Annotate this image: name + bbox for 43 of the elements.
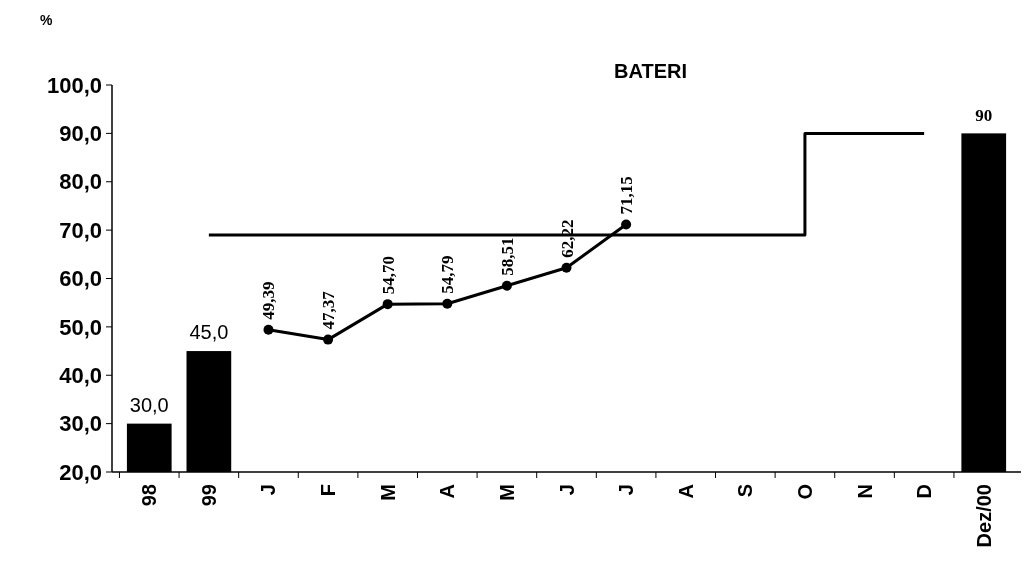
x-tick-label: M (376, 484, 399, 501)
x-tick-label: N (853, 484, 876, 499)
x-tick-label: A (674, 484, 697, 499)
x-tick-label: S (734, 484, 757, 498)
point (501, 280, 512, 291)
y-tick-label: 70,0 (59, 217, 102, 243)
x-tick-label: J (257, 484, 280, 496)
x-tick-label: J (615, 484, 638, 496)
point (442, 298, 453, 309)
x-tick-label: A (436, 484, 459, 499)
point (621, 219, 632, 230)
data-label: 90 (975, 106, 993, 126)
data-label: 49,39 (259, 281, 279, 320)
point (323, 334, 334, 345)
y-tick-label: 80,0 (59, 169, 102, 195)
y-axis-title: % (40, 12, 53, 28)
x-tick-label: J (555, 484, 578, 496)
data-label: 58,51 (497, 237, 517, 276)
x-tick-label: O (793, 484, 816, 500)
data-label: 54,79 (438, 255, 458, 294)
x-tick-label: D (913, 484, 936, 499)
data-label: 71,15 (617, 176, 637, 215)
point (263, 324, 274, 335)
point (561, 262, 572, 273)
y-tick-label: 40,0 (59, 362, 102, 388)
y-tick-label: 20,0 (59, 459, 102, 485)
x-tick-label: 98 (138, 484, 161, 507)
y-tick-label: 90,0 (59, 121, 102, 147)
data-label: 30,0 (129, 393, 169, 416)
x-tick-label: 99 (197, 484, 220, 507)
y-tick-label: 60,0 (59, 266, 102, 292)
y-tick-label: 100,0 (46, 72, 102, 98)
chart-title: BATERI (614, 60, 687, 82)
point (382, 299, 393, 310)
data-label: 45,0 (189, 321, 229, 344)
data-label: 54,70 (378, 255, 398, 295)
data-label: 62,22 (557, 219, 577, 258)
data-label: 47,37 (319, 290, 339, 330)
y-tick-label: 50,0 (59, 314, 102, 340)
x-tick-label: Dez/00 (972, 484, 995, 548)
y-tick-label: 30,0 (59, 411, 102, 437)
x-tick-label: F (317, 484, 340, 497)
x-tick-label: M (495, 484, 518, 501)
